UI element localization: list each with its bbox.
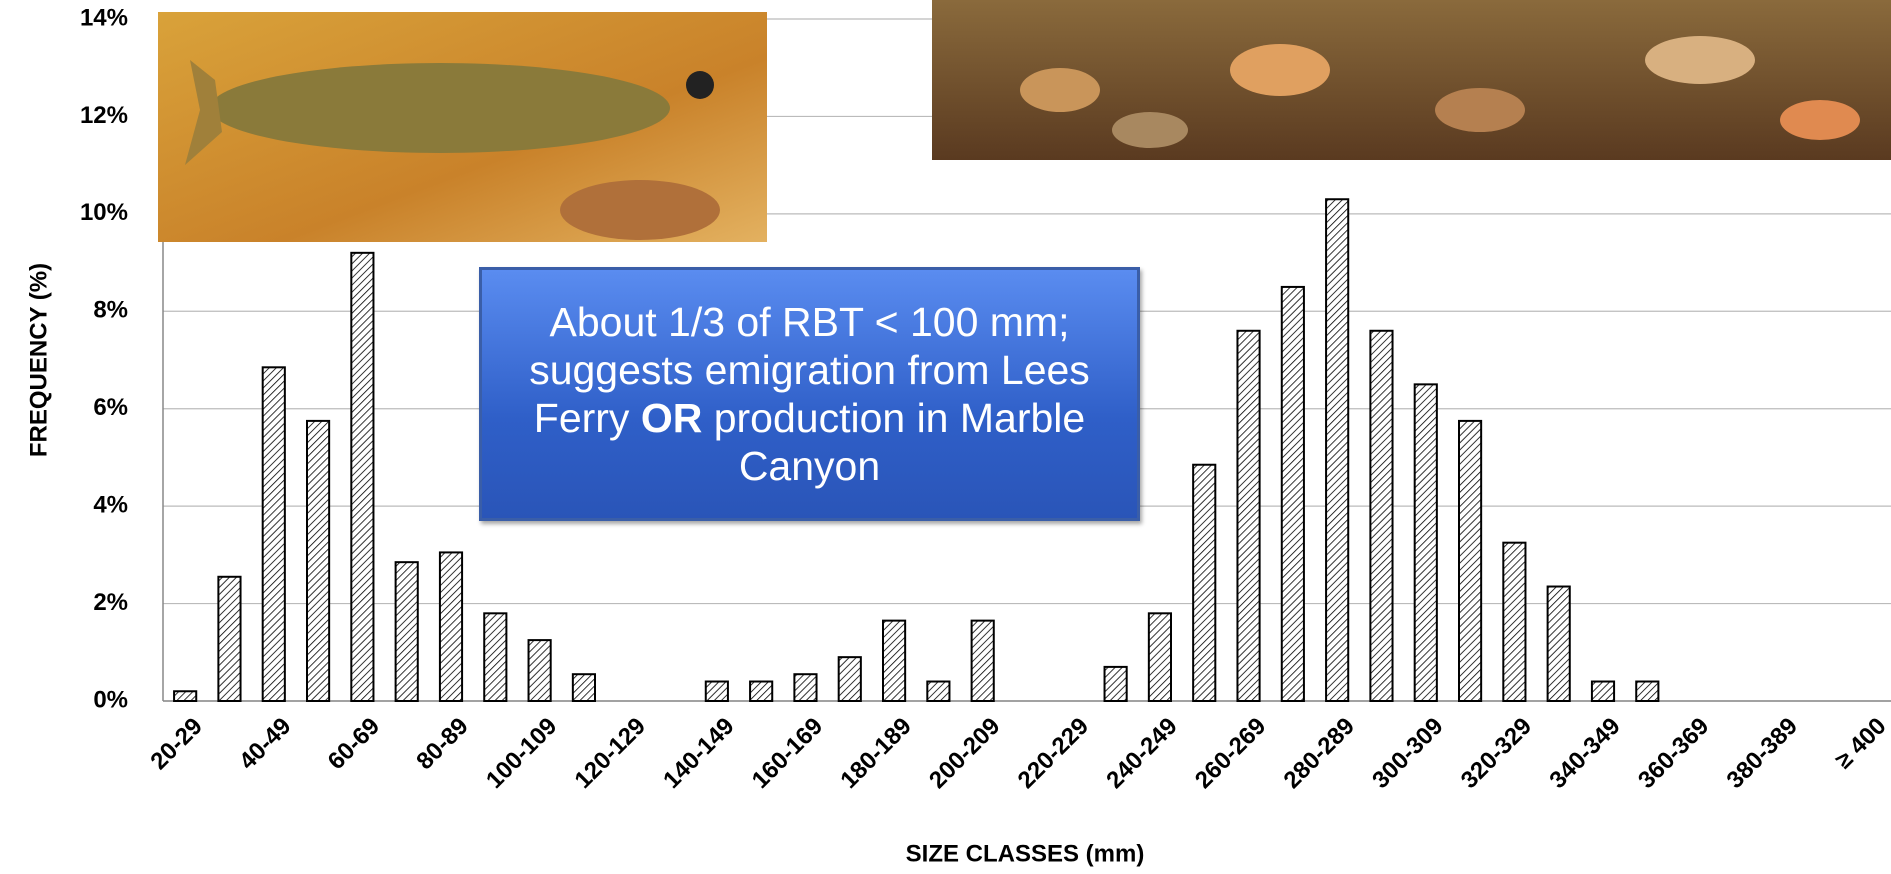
x-axis-title: SIZE CLASSES (mm) — [906, 840, 1145, 867]
bar — [1280, 285, 1305, 702]
y-tick-label: 12% — [80, 102, 128, 129]
annotation-text: production in Marble Canyon — [702, 395, 1086, 489]
bar — [793, 673, 818, 703]
x-tick-label: 180-189 — [835, 713, 916, 794]
x-tick-label: 380-389 — [1722, 713, 1803, 794]
gravel-photo — [932, 0, 1891, 160]
annotation-bold: OR — [640, 395, 703, 441]
x-tick-label: 340-349 — [1544, 713, 1625, 794]
bar — [1546, 585, 1571, 702]
x-tick-label: 300-309 — [1367, 713, 1448, 794]
bar — [1590, 680, 1616, 702]
bar — [438, 551, 464, 703]
x-tick-label: 280-289 — [1279, 713, 1360, 794]
bar — [483, 612, 508, 702]
fish-photo — [158, 12, 767, 242]
y-tick-label: 2% — [93, 589, 128, 616]
y-tick-label: 6% — [93, 394, 128, 421]
bar — [571, 673, 596, 703]
x-tick-label: 120-129 — [570, 713, 651, 794]
bar — [217, 575, 242, 702]
bar — [970, 619, 995, 702]
x-tick-label: 40-49 — [234, 713, 297, 776]
y-tick-label: 8% — [93, 297, 128, 324]
bar — [704, 680, 729, 702]
bar — [1458, 419, 1483, 702]
bar — [749, 680, 774, 702]
x-tick-label: 220-229 — [1013, 713, 1094, 794]
y-tick-label: 14% — [80, 4, 128, 31]
annotation-text: About 1/3 of RBT < 100 mm; suggests emig… — [529, 299, 1090, 441]
x-tick-label: 320-329 — [1456, 713, 1537, 794]
x-tick-label: 200-209 — [924, 713, 1005, 794]
x-tick-label: 60-69 — [323, 713, 386, 776]
bar — [173, 690, 198, 702]
y-tick-label: 0% — [93, 686, 128, 713]
y-tick-label: 4% — [93, 491, 128, 518]
bar — [882, 619, 907, 702]
bar — [1369, 329, 1394, 702]
bar — [1103, 665, 1128, 703]
bar — [1236, 329, 1261, 702]
bar — [1147, 612, 1173, 702]
bar — [1635, 680, 1660, 702]
bar — [527, 639, 552, 702]
x-tick-label: 160-169 — [747, 713, 828, 794]
y-axis-title: FREQUENCY (%) — [25, 263, 52, 457]
bar — [926, 680, 951, 702]
x-tick-label: 100-109 — [481, 713, 562, 794]
bar — [306, 419, 331, 702]
x-tick-label: 240-249 — [1101, 713, 1182, 794]
x-tick-label: 260-269 — [1190, 713, 1271, 794]
bar — [1325, 198, 1350, 702]
bar — [1413, 383, 1438, 702]
x-tick-label: ≥ 400 — [1830, 713, 1891, 774]
bar — [394, 561, 419, 703]
x-tick-label: 140-149 — [658, 713, 739, 794]
x-tick-label: 20-29 — [145, 713, 208, 776]
bar — [1192, 463, 1217, 702]
bar — [837, 656, 862, 703]
y-tick-label: 10% — [80, 199, 128, 226]
bar — [350, 251, 375, 702]
bar — [1502, 541, 1527, 703]
x-tick-label: 80-89 — [411, 713, 474, 776]
annotation: About 1/3 of RBT < 100 mm; suggests emig… — [479, 267, 1140, 521]
bar — [261, 366, 286, 702]
x-tick-label: 360-369 — [1633, 713, 1714, 794]
